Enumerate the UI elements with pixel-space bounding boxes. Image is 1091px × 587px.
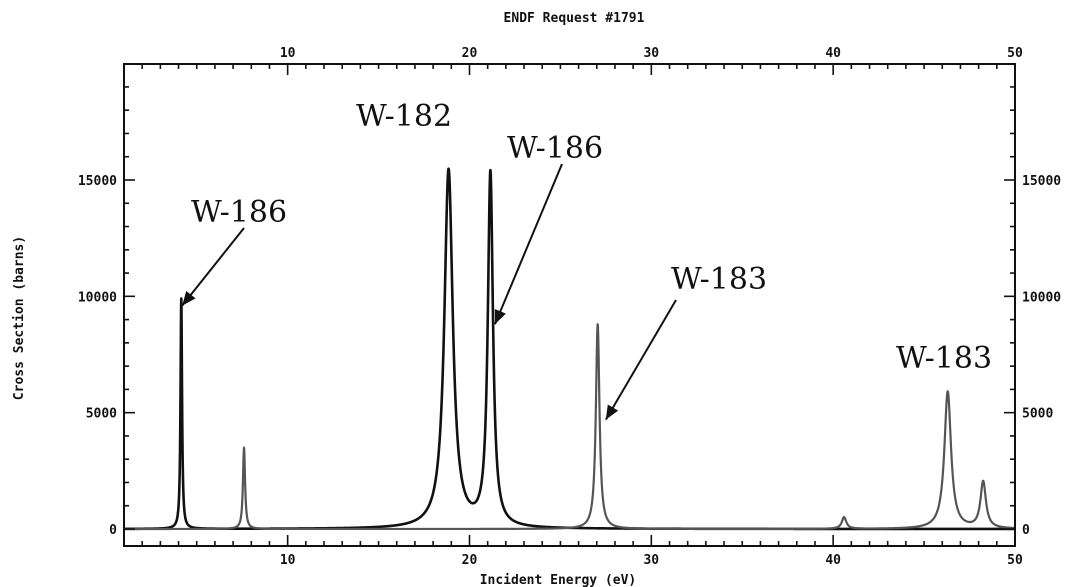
isotope-label: W-186 [191, 195, 287, 230]
top-tick-label: 40 [825, 46, 841, 61]
y-tick-label: 10000 [78, 290, 117, 305]
plot-frame [123, 63, 1016, 547]
annotation-arrow-head [182, 290, 196, 306]
y-tick-label: 15000 [78, 174, 117, 189]
isotope-label: W-182 [356, 99, 452, 134]
top-tick-label: 50 [1007, 46, 1023, 61]
y-tick-label: 0 [109, 523, 117, 538]
x-tick-label: 40 [825, 553, 841, 568]
y-tick-label: 5000 [86, 407, 117, 422]
isotope-label: W-183 [671, 262, 767, 297]
annotation-arrow-head [494, 309, 506, 325]
annotation-arrow-head [605, 404, 619, 420]
annotations-layer: W-186 W-182 W-186 W-183 W-183 [181, 99, 992, 421]
x-tick-label: 10 [280, 553, 296, 568]
annotation-arrow-shaft [605, 299, 677, 421]
x-axis-label: Incident Energy (eV) [480, 573, 637, 587]
right-tick-label: 10000 [1022, 290, 1061, 305]
x-tick-label: 20 [462, 553, 478, 568]
top-tick-label: 30 [643, 46, 659, 61]
annotation-arrow-shaft [181, 227, 245, 307]
right-tick-label: 15000 [1022, 174, 1061, 189]
series-line-2 [123, 323, 1016, 531]
top-tick-label: 10 [280, 46, 296, 61]
chart-title: ENDF Request #1791 [504, 11, 645, 26]
top-tick-label: 20 [462, 46, 478, 61]
x-tick-label: 50 [1007, 553, 1023, 568]
x-tick-label: 30 [643, 553, 659, 568]
y-axis-label: Cross Section (barns) [12, 236, 27, 400]
right-tick-label: 5000 [1022, 407, 1053, 422]
annotation-arrow-shaft [494, 163, 563, 325]
right-tick-label: 0 [1022, 523, 1030, 538]
curves-layer [122, 167, 1017, 531]
isotope-label: W-186 [507, 131, 603, 166]
isotope-label: W-183 [896, 341, 992, 376]
